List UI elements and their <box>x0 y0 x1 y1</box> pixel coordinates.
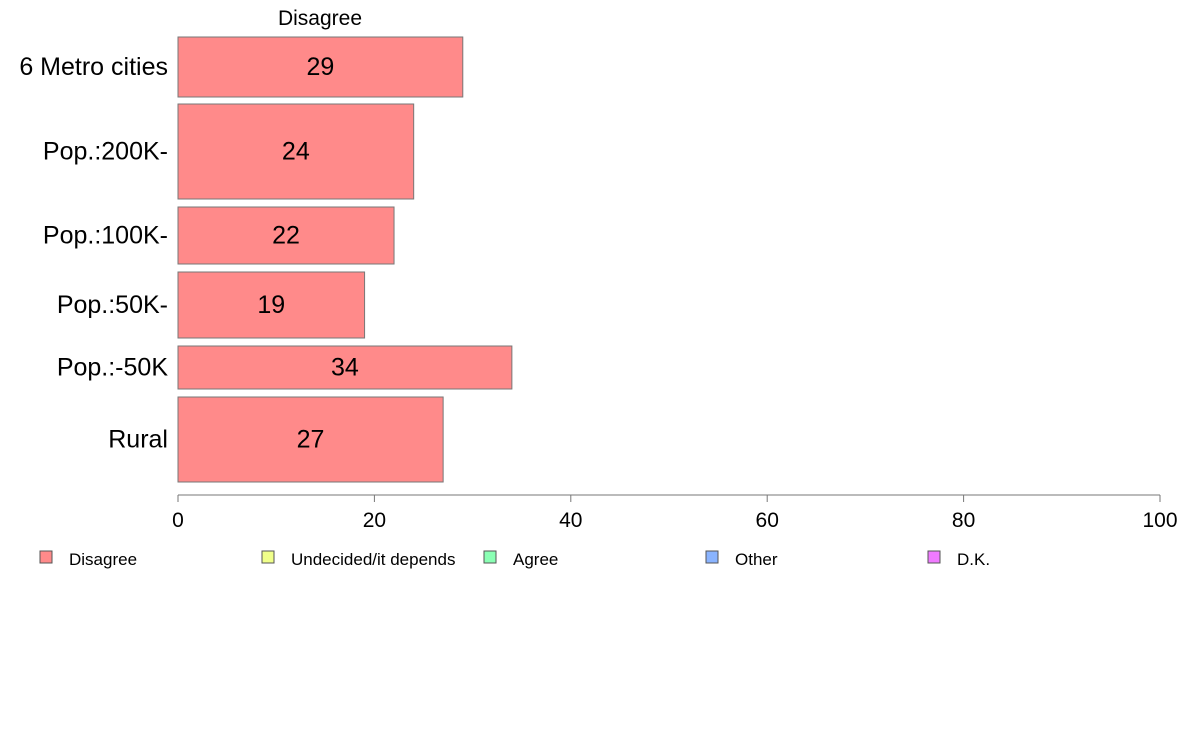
category-label: Rural <box>108 426 168 454</box>
x-tick-label: 40 <box>559 509 582 532</box>
bars-layer: 6 Metro cities 29 Pop.:200K- 24 Pop.:100K- 22… <box>19 36 513 483</box>
legend-label: D.K. <box>957 550 990 569</box>
data-label: 19 <box>257 291 285 319</box>
category-label: Pop.:100K- <box>43 222 168 250</box>
legend-label: Agree <box>513 550 558 569</box>
data-label: 27 <box>297 426 325 454</box>
chart-title: Disagree <box>278 7 362 30</box>
category-label: Pop.:200K- <box>43 138 168 166</box>
legend-swatch <box>705 550 719 564</box>
legend-swatch <box>39 550 53 564</box>
category-label: Pop.:-50K <box>57 354 169 382</box>
bar-1 <box>177 36 464 98</box>
x-tick-label: 60 <box>756 509 779 532</box>
bar-5 <box>177 345 513 390</box>
legend-swatch <box>483 550 497 564</box>
bar-3 <box>177 206 395 265</box>
data-label: 22 <box>272 222 300 250</box>
x-tick-label: 80 <box>952 509 975 532</box>
legend-swatch <box>927 550 941 564</box>
legend-label: Undecided/it depends <box>291 550 455 569</box>
x-axis: 0 20 40 60 80 100 <box>172 494 1178 532</box>
x-tick-label: 100 <box>1142 509 1177 532</box>
bar-6 <box>177 396 444 483</box>
legend-label: Other <box>735 550 778 569</box>
data-label: 24 <box>282 138 310 166</box>
bar-2 <box>177 103 415 200</box>
data-label: 34 <box>331 354 359 382</box>
category-label: 6 Metro cities <box>19 53 168 81</box>
x-tick-label: 20 <box>363 509 386 532</box>
legend-label: Disagree <box>69 550 137 569</box>
legend: Disagree Undecided/it depends Agree Other D.… <box>39 550 990 569</box>
legend-swatch <box>261 550 275 564</box>
bar-4 <box>177 271 366 339</box>
category-label: Pop.:50K- <box>57 291 168 319</box>
data-label: 29 <box>306 53 334 81</box>
x-tick-label: 0 <box>172 509 184 532</box>
